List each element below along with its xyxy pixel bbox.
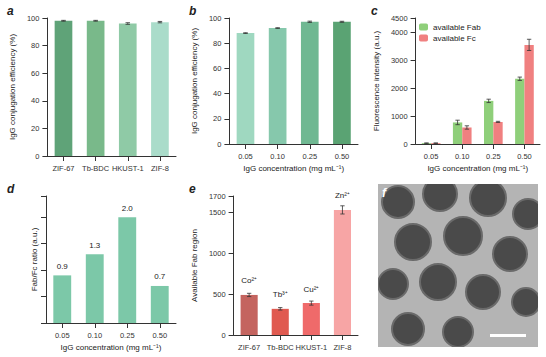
svg-text:0.10: 0.10 bbox=[270, 152, 285, 161]
svg-text:0: 0 bbox=[403, 140, 407, 149]
svg-text:0.25: 0.25 bbox=[302, 152, 317, 161]
svg-text:c: c bbox=[371, 4, 378, 18]
svg-text:40: 40 bbox=[31, 96, 39, 105]
svg-text:0.7: 0.7 bbox=[154, 272, 166, 281]
svg-text:0.05: 0.05 bbox=[55, 331, 70, 340]
svg-text:60: 60 bbox=[31, 69, 39, 78]
svg-text:80: 80 bbox=[213, 39, 221, 48]
svg-text:40: 40 bbox=[213, 89, 221, 98]
svg-text:0: 0 bbox=[221, 331, 225, 340]
svg-text:available Fab: available Fab bbox=[433, 23, 481, 32]
svg-text:available Fc: available Fc bbox=[433, 34, 476, 43]
svg-text:e: e bbox=[189, 182, 196, 196]
svg-text:b: b bbox=[189, 4, 196, 18]
svg-text:Fluorescence intensity (a.u.): Fluorescence intensity (a.u.) bbox=[372, 30, 381, 131]
svg-text:d: d bbox=[7, 182, 15, 196]
svg-text:20: 20 bbox=[31, 124, 39, 133]
svg-text:Fab/Fc ratio (a.u.): Fab/Fc ratio (a.u.) bbox=[30, 227, 39, 291]
svg-text:2.0: 2.0 bbox=[122, 204, 134, 213]
svg-text:2000: 2000 bbox=[391, 84, 408, 93]
svg-text:Available Fab region: Available Fab region bbox=[190, 229, 199, 302]
svg-text:Tb-BDC: Tb-BDC bbox=[82, 164, 110, 173]
svg-text:0.50: 0.50 bbox=[335, 152, 350, 161]
svg-text:IgG conjugation efficiency (%): IgG conjugation efficiency (%) bbox=[8, 34, 17, 140]
svg-text:3000: 3000 bbox=[391, 56, 408, 65]
svg-text:IgG concentration (mg mL⁻¹): IgG concentration (mg mL⁻¹) bbox=[427, 164, 528, 173]
svg-text:Zn²⁺: Zn²⁺ bbox=[335, 191, 350, 200]
svg-text:Tb-BDC: Tb-BDC bbox=[267, 343, 295, 352]
svg-text:0.25: 0.25 bbox=[120, 331, 135, 340]
svg-text:Cu²⁺: Cu²⁺ bbox=[303, 285, 319, 294]
svg-text:500: 500 bbox=[213, 290, 226, 299]
svg-text:100: 100 bbox=[27, 14, 40, 23]
svg-text:60: 60 bbox=[213, 64, 221, 73]
svg-text:ZIF-67: ZIF-67 bbox=[238, 343, 260, 352]
svg-text:1.3: 1.3 bbox=[89, 241, 101, 250]
svg-text:0.50: 0.50 bbox=[517, 152, 532, 161]
svg-text:0: 0 bbox=[217, 140, 221, 149]
svg-text:ZIF-67: ZIF-67 bbox=[52, 164, 74, 173]
html-text:f: f bbox=[382, 186, 386, 200]
svg-text:ZIF-8: ZIF-8 bbox=[333, 343, 351, 352]
svg-text:HKUST-1: HKUST-1 bbox=[112, 164, 144, 173]
svg-text:IgG concentration (mg mL⁻¹): IgG concentration (mg mL⁻¹) bbox=[61, 343, 162, 352]
svg-text:a: a bbox=[7, 4, 14, 18]
svg-text:0.05: 0.05 bbox=[238, 152, 253, 161]
svg-text:0.9: 0.9 bbox=[57, 262, 69, 271]
svg-text:0.25: 0.25 bbox=[486, 152, 501, 161]
svg-text:ZIF-8: ZIF-8 bbox=[151, 164, 169, 173]
svg-text:HKUST-1: HKUST-1 bbox=[296, 343, 328, 352]
svg-text:0.10: 0.10 bbox=[455, 152, 470, 161]
svg-text:IgG concentration (mg mL⁻¹): IgG concentration (mg mL⁻¹) bbox=[243, 164, 344, 173]
svg-text:4500: 4500 bbox=[391, 14, 408, 23]
svg-text:IgG conjugation efficiency (%): IgG conjugation efficiency (%) bbox=[190, 28, 199, 134]
svg-text:0: 0 bbox=[35, 152, 39, 161]
svg-text:0.10: 0.10 bbox=[87, 331, 102, 340]
svg-text:80: 80 bbox=[31, 41, 39, 50]
svg-text:1700: 1700 bbox=[209, 192, 226, 201]
svg-text:Co²⁺: Co²⁺ bbox=[241, 276, 257, 285]
svg-text:100: 100 bbox=[209, 14, 222, 23]
svg-text:0.50: 0.50 bbox=[152, 331, 167, 340]
svg-text:1000: 1000 bbox=[209, 249, 226, 258]
svg-text:1000: 1000 bbox=[391, 112, 408, 121]
svg-text:4000: 4000 bbox=[391, 28, 408, 37]
svg-text:1500: 1500 bbox=[209, 208, 226, 217]
svg-text:20: 20 bbox=[213, 114, 221, 123]
svg-text:Tb³⁺: Tb³⁺ bbox=[273, 290, 288, 299]
svg-text:0.05: 0.05 bbox=[424, 152, 439, 161]
